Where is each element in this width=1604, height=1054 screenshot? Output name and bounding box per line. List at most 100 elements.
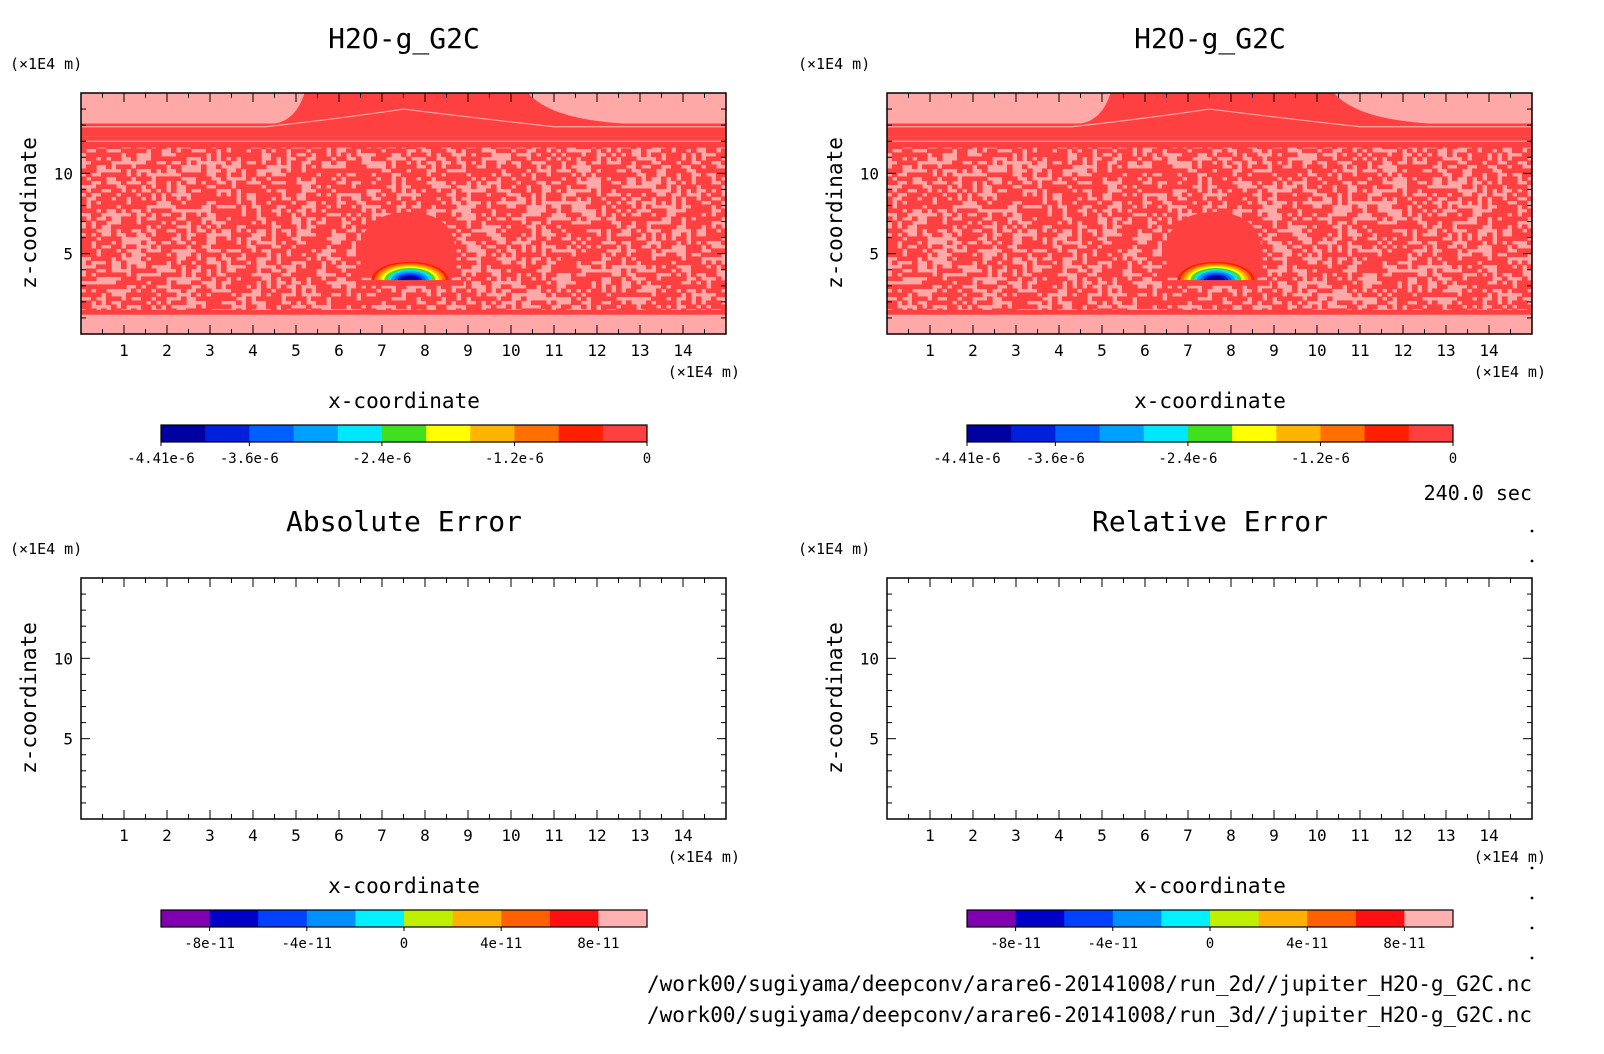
colorbar-cell xyxy=(470,425,515,442)
x-tick-label: 6 xyxy=(334,826,344,845)
x-tick-label: 12 xyxy=(587,826,606,845)
colorbar-tick-label: 0 xyxy=(1449,451,1457,467)
panel-title: H2O-g_G2C xyxy=(1134,22,1286,56)
field-band xyxy=(887,136,1532,148)
x-tick-label: 5 xyxy=(1097,341,1107,360)
plot-frame xyxy=(886,577,1533,820)
colorbar-cell xyxy=(967,910,1017,927)
x-tick-label: 7 xyxy=(1183,826,1193,845)
x-tick-label: 1 xyxy=(119,341,129,360)
colorbar-tick-label: -2.4e-6 xyxy=(352,451,411,467)
panel-top-right: H2O-g_G2C (×1E4 m) 1 2 3 4 5 6 7 8 9 10 11 12 13 1451… xyxy=(798,22,1546,467)
x-tick-label: 3 xyxy=(1011,826,1021,845)
colorbar-tick-label: -8e-11 xyxy=(184,936,235,952)
x-tick-label: 8 xyxy=(1226,341,1236,360)
y-tick-label: 5 xyxy=(869,730,879,749)
x-tick-label: 6 xyxy=(334,341,344,360)
field-band xyxy=(887,309,1532,315)
y-unit: (×1E4 m) xyxy=(798,55,870,73)
x-tick-label: 7 xyxy=(377,341,387,360)
x-tick-label: 9 xyxy=(1269,341,1279,360)
panel-title: Absolute Error xyxy=(286,505,522,538)
colorbar-tick-label: 0 xyxy=(400,936,408,952)
colorbar-cell xyxy=(1404,910,1454,927)
y-unit: (×1E4 m) xyxy=(10,55,82,73)
colorbar-cell xyxy=(293,425,339,442)
x-tick-label: 12 xyxy=(587,341,606,360)
time-label: 240.0 sec xyxy=(1424,481,1532,505)
field-plot xyxy=(887,93,1532,334)
colorbar-cell xyxy=(1064,910,1114,927)
x-axis-label: x-coordinate xyxy=(328,389,480,413)
x-tick-label: 2 xyxy=(162,341,172,360)
x-tick-label: 11 xyxy=(544,826,563,845)
x-unit: (×1E4 m) xyxy=(1474,363,1546,381)
colorbar-tick-label: 4e-11 xyxy=(480,936,522,952)
colorbar-tick-label: -8e-11 xyxy=(990,936,1041,952)
colorbar: -4.41e-6 -3.6e-6 -2.4e-6 -1.2e-6 0 xyxy=(933,424,1457,467)
colorbar-cell xyxy=(549,910,599,927)
colorbar-cell xyxy=(1320,425,1366,442)
colorbar-cell xyxy=(1355,910,1405,927)
colorbar-cell xyxy=(1364,425,1410,442)
y-tick-label: 5 xyxy=(63,245,73,264)
colorbar-cell xyxy=(355,910,405,927)
y-axis-label: z-coordinate xyxy=(823,137,847,289)
x-axis-label: x-coordinate xyxy=(1134,874,1286,898)
x-tick-label: 10 xyxy=(501,826,520,845)
colorbar-cell xyxy=(558,425,604,442)
x-tick-label: 3 xyxy=(205,826,215,845)
y-tick-label: 10 xyxy=(54,649,73,668)
x-tick-label: 1 xyxy=(925,341,935,360)
y-tick-label: 5 xyxy=(63,730,73,749)
x-unit: (×1E4 m) xyxy=(668,848,740,866)
colorbar-cell xyxy=(1099,425,1145,442)
colorbar-tick-label: 0 xyxy=(643,451,651,467)
panel-bottom-left: Absolute Error (×1E4 m) 1 2 3 4 5 6 7 8 9 10 11 12 1… xyxy=(10,505,740,952)
colorbar-cell xyxy=(209,910,259,927)
field-texture xyxy=(887,144,1532,314)
x-tick-label: 10 xyxy=(501,341,520,360)
x-unit: (×1E4 m) xyxy=(668,363,740,381)
colorbar-cell xyxy=(1143,425,1189,442)
colorbar-cell xyxy=(161,425,206,442)
x-tick-label: 13 xyxy=(630,341,649,360)
x-tick-label: 14 xyxy=(1479,341,1498,360)
x-tick-label: 10 xyxy=(1307,826,1326,845)
x-unit: (×1E4 m) xyxy=(1474,848,1546,866)
x-tick-label: 3 xyxy=(1011,341,1021,360)
x-tick-label: 9 xyxy=(463,341,473,360)
y-axis-label: z-coordinate xyxy=(17,137,41,289)
x-tick-label: 6 xyxy=(1140,341,1150,360)
x-tick-label: 10 xyxy=(1307,341,1326,360)
colorbar-cell xyxy=(967,425,1012,442)
colorbar-cell xyxy=(1112,910,1162,927)
colorbar-tick-label: -4.41e-6 xyxy=(127,451,194,467)
field-dome xyxy=(887,93,1532,137)
colorbar-cell xyxy=(426,425,471,442)
colorbar-cell xyxy=(1055,425,1101,442)
y-axis-label: z-coordinate xyxy=(17,622,41,774)
x-tick-label: 3 xyxy=(205,341,215,360)
x-tick-label: 4 xyxy=(1054,826,1064,845)
x-tick-label: 1 xyxy=(119,826,129,845)
x-tick-label: 1 xyxy=(925,826,935,845)
colorbar-cell xyxy=(1307,910,1357,927)
x-tick-label: 14 xyxy=(673,826,692,845)
x-tick-label: 5 xyxy=(291,826,301,845)
colorbar-cell xyxy=(249,425,295,442)
x-tick-label: 11 xyxy=(1350,826,1369,845)
x-tick-label: 13 xyxy=(1436,826,1455,845)
colorbar: -8e-11 -4e-11 0 4e-11 8e-11 xyxy=(966,909,1454,952)
x-tick-label: 5 xyxy=(291,341,301,360)
y-tick-label: 10 xyxy=(860,649,879,668)
x-axis-label: x-coordinate xyxy=(1134,389,1286,413)
x-tick-label: 14 xyxy=(1479,826,1498,845)
colorbar-cell xyxy=(1258,910,1308,927)
colorbar-cell xyxy=(1232,425,1277,442)
colorbar-tick-label: -3.6e-6 xyxy=(1026,451,1085,467)
colorbar-cell xyxy=(598,910,648,927)
plot-frame xyxy=(80,577,727,820)
x-tick-label: 4 xyxy=(1054,341,1064,360)
